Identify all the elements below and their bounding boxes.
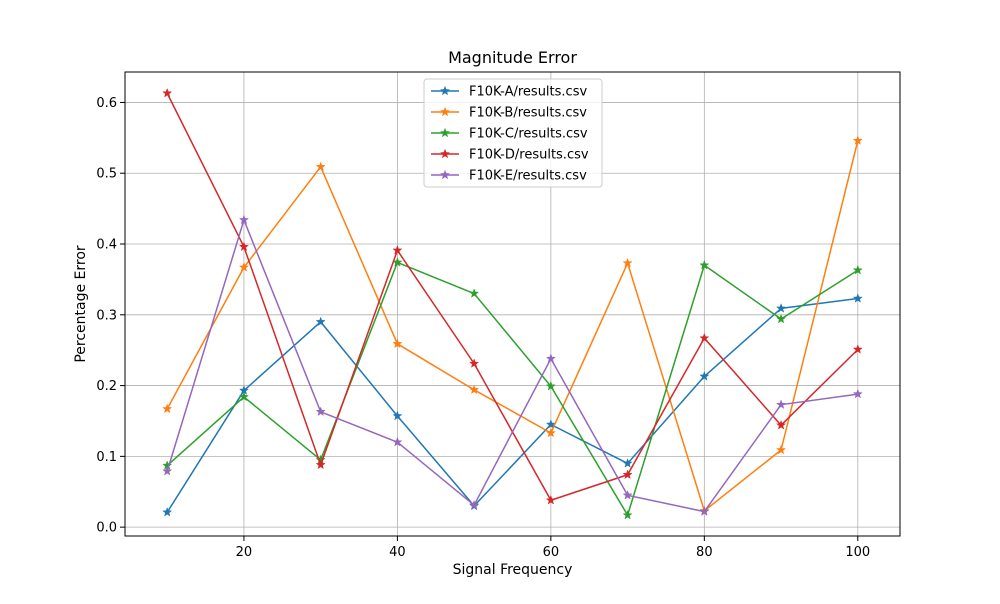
data-point-star-marker — [469, 499, 480, 510]
x-axis-label: Signal Frequency — [453, 562, 573, 578]
legend-star-marker — [439, 127, 451, 138]
y-axis-label: Percentage Error — [73, 245, 89, 363]
data-point-star-marker — [775, 399, 787, 410]
data-point-star-marker — [699, 371, 710, 381]
legend-entry-label: F10K-E/results.csv — [469, 169, 587, 184]
legend-star-marker — [439, 148, 451, 159]
data-point-star-marker — [545, 380, 556, 391]
data-point-star-marker — [852, 293, 863, 303]
data-point-star-marker — [775, 313, 787, 324]
data-point-star-marker — [315, 161, 326, 172]
y-tick-label: 0.0 — [96, 521, 117, 536]
data-point-star-marker — [162, 87, 173, 98]
data-point-star-marker — [545, 494, 556, 505]
y-tick-label: 0.2 — [96, 379, 117, 394]
data-point-star-marker — [469, 384, 480, 395]
data-point-star-marker — [162, 465, 173, 476]
y-tick-label: 0.1 — [96, 450, 117, 465]
series-group — [162, 257, 863, 520]
x-tick-label: 100 — [845, 545, 870, 560]
data-point-star-marker — [775, 444, 787, 455]
series-group — [162, 214, 863, 516]
series-line — [166, 140, 859, 512]
data-point-star-marker — [315, 459, 326, 470]
y-tick-label: 0.4 — [96, 238, 117, 253]
data-point-star-marker — [238, 262, 250, 272]
legend-box — [423, 78, 603, 188]
y-tick-label: 0.6 — [96, 96, 117, 111]
x-tick-label: 20 — [236, 545, 253, 560]
data-point-star-marker — [162, 403, 173, 414]
legend: F10K-A/results.csv F10K-B/results.csv F10K… — [423, 78, 603, 188]
data-point-star-marker — [469, 358, 480, 368]
data-point-star-marker — [392, 245, 403, 255]
data-point-star-marker — [545, 353, 556, 363]
data-point-star-marker — [622, 489, 633, 500]
data-point-star-marker — [775, 419, 787, 430]
legend-entry-label: F10K-A/results.csv — [469, 85, 587, 100]
y-tick-label: 0.5 — [96, 167, 117, 182]
data-point-star-marker — [545, 419, 556, 429]
data-point-star-marker — [622, 257, 633, 268]
data-point-star-marker — [775, 303, 787, 313]
data-point-star-marker — [238, 391, 250, 402]
x-tick-label: 40 — [389, 545, 406, 560]
data-point-star-marker — [852, 264, 863, 275]
data-point-star-marker — [622, 469, 633, 480]
x-tick-label: 60 — [543, 545, 560, 560]
data-point-star-marker — [545, 427, 556, 438]
data-point-star-marker — [392, 436, 403, 447]
data-point-star-marker — [852, 135, 863, 145]
data-point-star-marker — [469, 288, 480, 298]
x-tick-label: 80 — [696, 545, 713, 560]
plot-area-frame — [124, 71, 901, 537]
series-lines — [162, 87, 863, 520]
legend-entry-label: F10K-B/results.csv — [469, 106, 587, 121]
data-point-star-marker — [852, 388, 863, 399]
data-point-star-marker — [622, 458, 633, 468]
data-point-star-marker — [162, 506, 173, 517]
series-line — [166, 219, 858, 513]
data-point-star-marker — [392, 410, 403, 421]
legend-star-marker — [439, 85, 451, 96]
data-point-star-marker — [238, 241, 250, 252]
chart-title: Magnitude Error — [448, 48, 577, 67]
data-point-star-marker — [315, 406, 326, 417]
data-point-star-marker — [699, 332, 710, 343]
data-point-star-marker — [699, 259, 710, 270]
axis-ticks: 20 40 60 80 100 0.0 0.1 0.2 0.3 0.4 0.5 0.6 — [96, 96, 870, 560]
data-point-star-marker — [852, 344, 863, 354]
legend-star-marker — [439, 106, 451, 117]
legend-star-marker — [439, 169, 451, 180]
legend-entry-label: F10K-D/results.csv — [469, 148, 589, 163]
series-line — [166, 261, 859, 516]
data-point-star-marker — [622, 509, 633, 520]
data-point-star-marker — [699, 506, 710, 516]
data-point-star-marker — [238, 214, 250, 225]
data-point-star-marker — [392, 338, 403, 349]
legend-entry-label: F10K-C/results.csv — [469, 127, 588, 142]
data-point-star-marker — [315, 316, 326, 327]
y-tick-label: 0.3 — [96, 308, 117, 323]
